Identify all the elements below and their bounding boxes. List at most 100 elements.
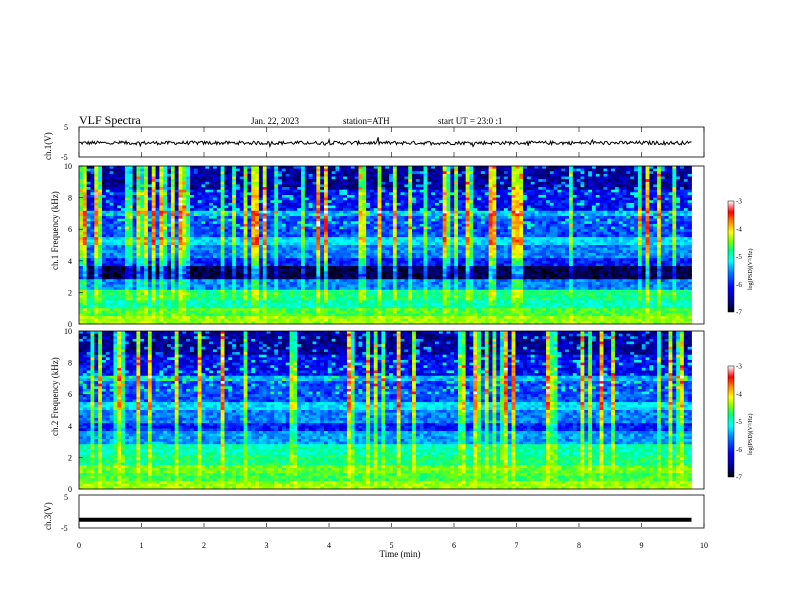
spectrogram-cell (565, 177, 569, 180)
spectrogram-cell (462, 198, 466, 201)
spectrogram-cell (316, 219, 320, 222)
spectrogram-cell (515, 211, 519, 214)
spectrogram-cell (427, 213, 431, 216)
spectrogram-cell (512, 213, 516, 216)
spectrogram-cell (634, 232, 638, 235)
spectrogram-cell (224, 182, 228, 185)
spectrogram-cell (79, 177, 83, 180)
spectrogram-cell (209, 208, 213, 211)
spectrogram-cell (408, 221, 412, 224)
spectrogram-cell (232, 213, 236, 216)
spectrogram-cell (588, 213, 592, 216)
spectrogram-cell (634, 219, 638, 222)
spectrogram-cell (87, 195, 91, 198)
spectrogram-cell (669, 211, 673, 214)
spectrogram-cell (592, 195, 596, 198)
spectrogram-cell (102, 174, 106, 177)
spectrogram-cell (117, 242, 121, 245)
spectrogram-cell (397, 203, 401, 206)
spectrogram-cell (152, 221, 156, 224)
spectrogram-cell (190, 219, 194, 222)
spectrogram-cell (171, 208, 175, 211)
spectrogram-cell (381, 169, 385, 172)
spectrogram-cell (117, 192, 121, 195)
spectrogram-cell (152, 203, 156, 206)
spectrogram-cell (649, 166, 653, 169)
spectrogram-cell (481, 169, 485, 172)
spectrogram-cell (569, 216, 573, 219)
spectrogram-cell (416, 229, 420, 232)
spectrogram-cell (538, 195, 542, 198)
spectrogram-cell (217, 182, 221, 185)
spectrogram-cell (492, 206, 496, 209)
spectrogram-cell (447, 240, 451, 243)
spectrogram-cell (198, 216, 202, 219)
spectrogram-cell (113, 229, 117, 232)
spectrogram-cell (370, 221, 374, 224)
spectrogram-cell (156, 211, 160, 214)
spectrogram-cell (94, 232, 98, 235)
spectrogram-cell (247, 166, 251, 169)
spectrogram-cell (270, 211, 274, 214)
spectrogram-cell (175, 174, 179, 177)
spectrogram-cell (542, 174, 546, 177)
spectrogram-cell (649, 219, 653, 222)
spectrogram-cell (519, 179, 523, 182)
spectrogram-cell (190, 182, 194, 185)
spectrogram-cell (435, 187, 439, 190)
spectrogram-cell (535, 184, 539, 187)
spectrogram-cell (83, 234, 87, 237)
spectrogram-cell (213, 232, 217, 235)
spectrogram-cell (270, 227, 274, 230)
spectrogram-cell (515, 216, 519, 219)
spectrogram-cell (324, 166, 328, 169)
spectrogram-cell (179, 224, 183, 227)
spectrogram-cell (680, 179, 684, 182)
spectrogram-cell (439, 200, 443, 203)
spectrogram-cell (79, 169, 83, 172)
spectrogram-cell (619, 242, 623, 245)
spectrogram-cell (538, 234, 542, 237)
spectrogram-cell (607, 206, 611, 209)
spectrogram-cell (615, 216, 619, 219)
spectrogram-cell (202, 240, 206, 243)
spectrogram-cell (343, 184, 347, 187)
spectrogram-cell (274, 184, 278, 187)
spectrogram-cell (370, 208, 374, 211)
spectrogram-cell (228, 216, 232, 219)
spectrogram-cell (443, 221, 447, 224)
spectrogram-cell (473, 174, 477, 177)
spectrogram-cell (156, 174, 160, 177)
spectrogram-cell (515, 177, 519, 180)
spectrogram-cell (255, 169, 259, 172)
spectrogram-cell (163, 211, 167, 214)
spectrogram-cell (389, 179, 393, 182)
spectrogram-cell (623, 174, 627, 177)
spectrogram-cell (389, 245, 393, 248)
spectrogram-cell (577, 187, 581, 190)
spectrogram-cell (592, 227, 596, 230)
spectrogram-cell (144, 206, 148, 209)
spectrogram-cell (159, 203, 163, 206)
spectrogram-cell (270, 232, 274, 235)
ch1-spectrogram-panel: 0246810 ch.1 Frequency (kHz) (50, 162, 704, 329)
spectrogram-cell (121, 182, 125, 185)
spectrogram-cell (508, 184, 512, 187)
spectrogram-cell (404, 182, 408, 185)
spectrogram-cell (297, 200, 301, 203)
spectrogram-cell (117, 216, 121, 219)
spectrogram-cell (282, 242, 286, 245)
spectrogram-cell (374, 174, 378, 177)
spectrogram-cell (125, 232, 129, 235)
spectrogram-cell (454, 206, 458, 209)
spectrogram-cell (592, 221, 596, 224)
spectrogram-cell (236, 237, 240, 240)
spectrogram-cell (328, 234, 332, 237)
spectrogram-cell (416, 245, 420, 248)
spectrogram-cell (504, 219, 508, 222)
spectrogram-cell (232, 190, 236, 193)
spectrogram-cell (270, 195, 274, 198)
spectrogram-cell (140, 242, 144, 245)
spectrogram-cell (247, 179, 251, 182)
spectrogram-cell (619, 198, 623, 201)
